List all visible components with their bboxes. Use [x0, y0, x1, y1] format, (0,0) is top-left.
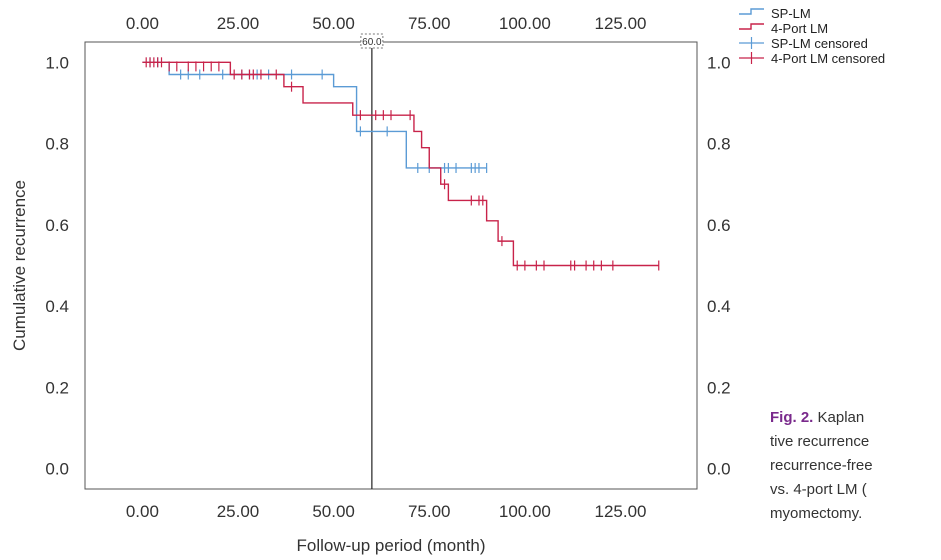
legend-label: 4-Port LM censored	[771, 51, 885, 66]
caption-text: Kaplan	[817, 409, 865, 426]
y-tick-label-right: 0.8	[707, 135, 731, 154]
y-tick-label-left: 1.0	[45, 53, 69, 72]
caption-line: tive recurrence	[770, 433, 870, 450]
reference-label-box	[360, 33, 384, 49]
y-tick-label-right: 0.0	[707, 460, 731, 479]
x-tick-label-top: 100.00	[499, 14, 551, 33]
x-tick-label-bottom: 0.00	[126, 502, 159, 521]
y-tick-label-right: 0.6	[707, 216, 731, 235]
x-tick-label-bottom: 25.00	[217, 502, 260, 521]
legend-label: SP-LM	[771, 6, 811, 21]
legend-label: SP-LM censored	[771, 36, 868, 51]
caption-line: Fig. 2. Kaplan	[770, 406, 941, 430]
caption-line: recurrence-free	[770, 457, 873, 474]
y-tick-label-left: 0.4	[45, 297, 69, 316]
x-axis-title: Follow-up period (month)	[297, 536, 486, 555]
y-tick-label-left: 0.6	[45, 216, 69, 235]
caption-line: vs. 4-port LM (	[770, 481, 867, 498]
legend-step-swatch	[739, 23, 764, 30]
x-tick-label-bottom: 50.00	[312, 502, 355, 521]
x-tick-label-top: 125.00	[595, 14, 647, 33]
x-tick-label-top: 50.00	[312, 14, 355, 33]
y-tick-label-left: 0.2	[45, 378, 69, 397]
caption-figure-label: Fig. 2.	[770, 409, 814, 426]
series-group	[142, 57, 660, 271]
plot-frame	[84, 41, 698, 490]
x-tick-label-top: 0.00	[126, 14, 159, 33]
x-tick-label-top: 75.00	[408, 14, 451, 33]
reference-line-group: 60.0	[360, 33, 384, 489]
y-tick-label-right: 1.0	[707, 53, 731, 72]
legend-label: 4-Port LM	[771, 21, 828, 36]
legend-step-swatch	[739, 8, 764, 15]
y-tick-label-left: 0.0	[45, 460, 69, 479]
series-line-4-port-lm	[142, 61, 659, 267]
figure-caption: Fig. 2. Kaplan tive recurrence recurrenc…	[770, 406, 941, 526]
caption-line: myomectomy.	[770, 505, 863, 522]
y-tick-label-right: 0.2	[707, 378, 731, 397]
x-tick-label-bottom: 100.00	[499, 502, 551, 521]
series-line-sp-lm	[142, 61, 487, 169]
axes: 0.00 0.00 25.00 25.00 50.00 50.00 75.00 75.00 10…	[10, 14, 731, 555]
x-tick-label-bottom: 125.00	[595, 502, 647, 521]
y-tick-label-left: 0.8	[45, 135, 69, 154]
x-tick-label-top: 25.00	[217, 14, 260, 33]
x-tick-label-bottom: 75.00	[408, 502, 451, 521]
reference-label: 60.0	[362, 37, 382, 48]
y-tick-label-right: 0.4	[707, 297, 731, 316]
y-axis-title: Cumulative recurrence	[10, 180, 29, 351]
